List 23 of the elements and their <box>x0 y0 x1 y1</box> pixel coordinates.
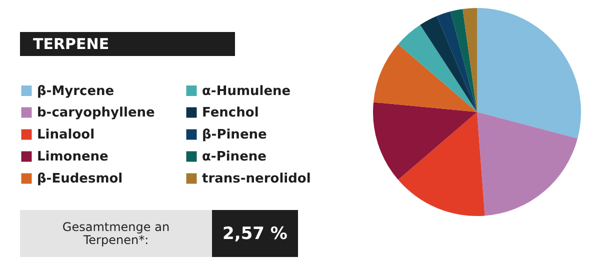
legend-label: Fenchol <box>202 106 259 120</box>
pie-slice <box>462 8 477 112</box>
pie-slice <box>373 44 477 112</box>
pie-slice <box>436 11 477 112</box>
text: 2,57 % <box>212 210 298 257</box>
legend-label: Linalool <box>37 128 95 142</box>
legend-label: β-Eudesmol <box>37 172 123 186</box>
pie-slice <box>420 16 477 112</box>
legend-label: b-caryophyllene <box>37 106 156 120</box>
legend-label: β-Myrcene <box>37 84 114 99</box>
pie-slice <box>477 112 578 216</box>
pie-slice <box>373 102 477 180</box>
pie-slice <box>450 8 477 112</box>
text: TERPENE <box>20 32 235 56</box>
legend-label: α-Pinene <box>202 150 267 164</box>
legend-label: β-Pinene <box>202 128 268 142</box>
pie-slice <box>477 8 581 138</box>
pie-slice <box>398 24 477 112</box>
legend-label: trans-nerolidol <box>202 172 311 186</box>
pie-slice <box>398 112 485 216</box>
legend-label: Limonene <box>37 150 109 164</box>
legend-label: α-Humulene <box>202 84 291 99</box>
text: Gesamtmenge an Terpenen*: <box>20 210 212 257</box>
